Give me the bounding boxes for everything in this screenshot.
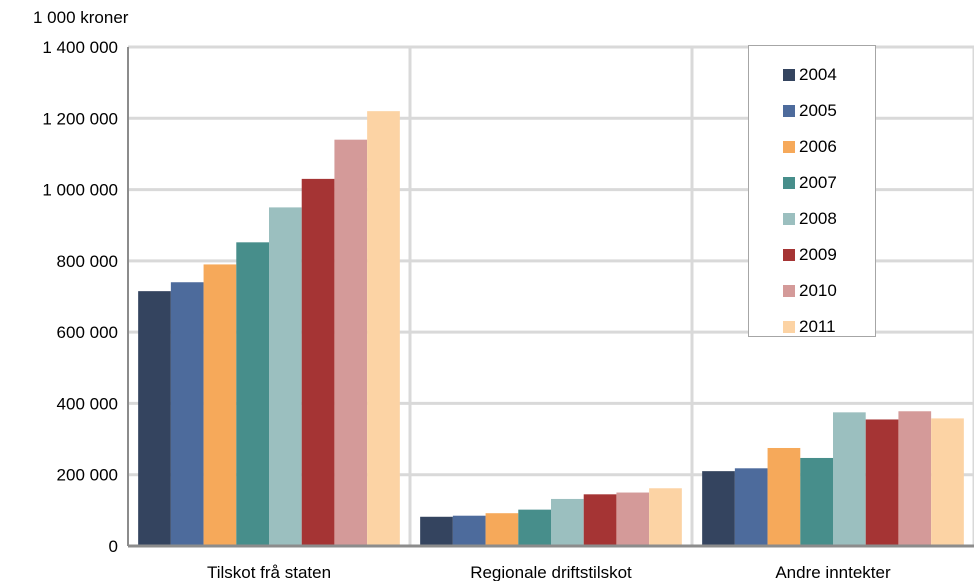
legend-label: 2009: [799, 245, 837, 264]
bar-2010-2: [898, 411, 932, 546]
bar-2005-1: [452, 515, 486, 546]
legend-item-2007: 2007: [749, 165, 875, 201]
bars: [138, 111, 964, 547]
bar-2011-2: [931, 418, 964, 546]
legend-item-2008: 2008: [749, 201, 875, 237]
bar-2004-1: [420, 516, 453, 546]
y-tick-label: 400 000: [57, 394, 118, 413]
legend-swatch: [783, 105, 795, 117]
bar-2004-2: [702, 471, 735, 546]
y-tick-label: 1 200 000: [42, 109, 118, 128]
legend-item-2005: 2005: [749, 93, 875, 129]
bar-2004-0: [138, 291, 171, 546]
y-tick-labels: 0 200 000 400 000 600 000 800 000 1 000 000 1 …: [42, 38, 118, 556]
legend-item-2011: 2011: [749, 309, 875, 345]
legend-swatch: [783, 177, 795, 189]
bar-2010-0: [334, 139, 368, 546]
bar-2006-1: [485, 513, 519, 546]
bar-2007-0: [236, 242, 269, 546]
y-tick-label: 200 000: [57, 466, 118, 485]
bar-2009-2: [865, 419, 899, 546]
legend-swatch: [783, 249, 795, 261]
legend-label: 2006: [799, 137, 837, 156]
x-tick-label: Regionale driftstilskot: [470, 563, 632, 581]
bar-2005-2: [734, 468, 768, 546]
legend-label: 2004: [799, 65, 837, 84]
legend-swatch: [783, 321, 795, 333]
y-axis-unit-label: 1 000 kroner: [33, 8, 129, 27]
y-tick-label: 1 000 000: [42, 181, 118, 200]
legend-swatch: [783, 141, 795, 153]
bar-2008-2: [833, 412, 866, 546]
bar-2006-0: [203, 264, 237, 546]
legend: 2004 2005 2006 2007 2008 2009 2010 2011: [748, 45, 876, 337]
legend-item-2006: 2006: [749, 129, 875, 165]
legend-swatch: [783, 213, 795, 225]
bar-2007-2: [800, 457, 833, 546]
legend-label: 2005: [799, 101, 837, 120]
legend-item-2004: 2004: [749, 57, 875, 93]
y-tick-label: 800 000: [57, 252, 118, 271]
bar-2011-0: [367, 111, 400, 547]
y-tick-label: 1 400 000: [42, 38, 118, 57]
legend-label: 2008: [799, 209, 837, 228]
x-tick-label: Tilskot frå staten: [207, 563, 331, 581]
legend-swatch: [783, 285, 795, 297]
y-tick-label: 600 000: [57, 323, 118, 342]
legend-item-2010: 2010: [749, 273, 875, 309]
bar-2009-1: [583, 494, 617, 546]
x-tick-labels: Tilskot frå staten Regionale driftstilsko…: [207, 563, 891, 581]
bar-2008-0: [269, 207, 302, 546]
bar-2008-1: [551, 498, 584, 546]
legend-item-2009: 2009: [749, 237, 875, 273]
legend-label: 2010: [799, 281, 837, 300]
y-tick-label: 0: [109, 537, 118, 556]
x-tick-label: Andre inntekter: [775, 563, 891, 581]
legend-label: 2011: [799, 317, 836, 336]
legend-label: 2007: [799, 173, 837, 192]
bar-2005-0: [170, 282, 204, 546]
axes: [127, 47, 974, 548]
legend-swatch: [783, 69, 795, 81]
bar-2010-1: [616, 492, 650, 546]
bar-2007-1: [518, 509, 551, 546]
bar-2011-1: [649, 488, 682, 546]
bar-2006-2: [767, 447, 801, 546]
bar-2009-0: [301, 178, 335, 546]
